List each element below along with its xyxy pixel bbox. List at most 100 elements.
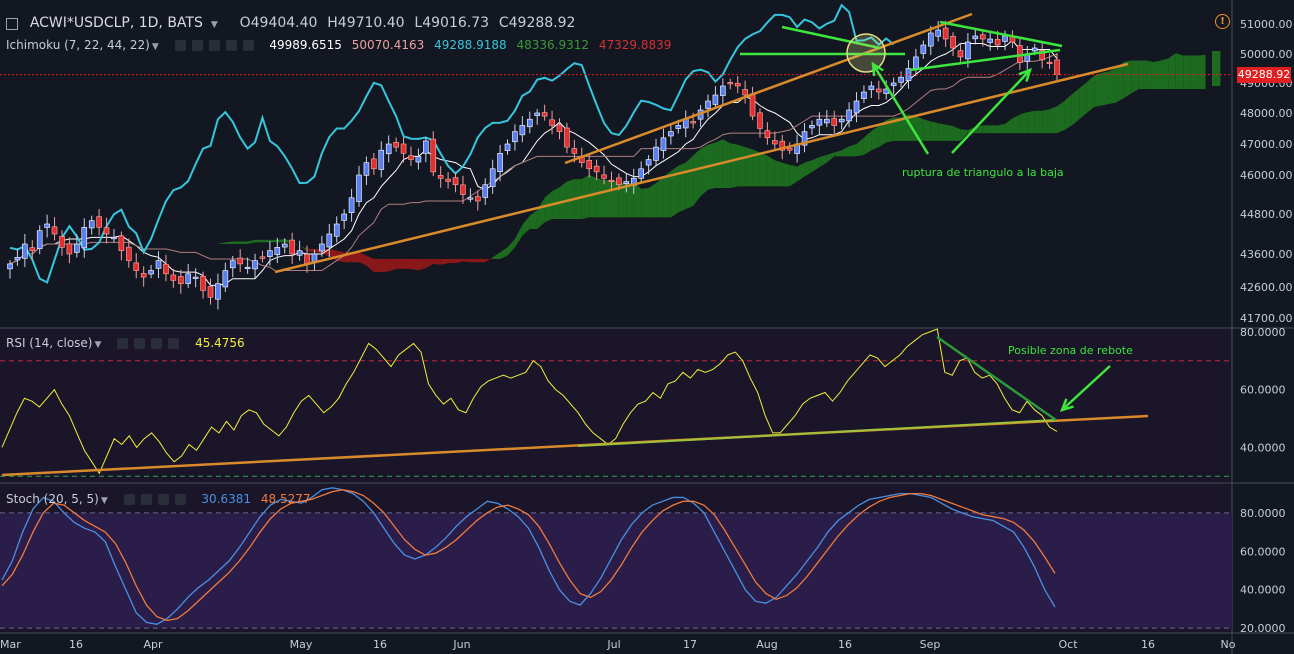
cloud-bull-segment — [997, 123, 1006, 134]
rsi-pane-bg — [0, 329, 1232, 482]
rsi-line — [1, 328, 1058, 475]
close-icon[interactable] — [168, 338, 180, 349]
stoch-label[interactable]: Stoch (20, 5, 5) — [6, 492, 99, 506]
x-tick-label: 17 — [683, 638, 697, 651]
candle-body — [51, 226, 58, 235]
cloud-bull-segment — [1064, 94, 1072, 131]
candle-body — [757, 112, 763, 129]
alert-icon[interactable]: ! — [1215, 14, 1230, 29]
candle-body — [229, 260, 236, 269]
x-tick-label: Jun — [452, 638, 470, 651]
indicator-buttons — [123, 492, 192, 506]
cloud-bull-segment — [255, 239, 263, 243]
cloud-bull-segment — [656, 176, 664, 218]
candle-body — [244, 266, 251, 270]
candle-body — [452, 177, 459, 186]
rsi-tick-label: 80.0000 — [1240, 326, 1286, 339]
candle-body — [1054, 59, 1060, 75]
cloud-bull-segment — [1079, 82, 1087, 120]
candle-body — [519, 125, 526, 136]
candle-body — [512, 131, 518, 143]
candle-body — [824, 118, 830, 124]
cloud-bull-segment — [1183, 55, 1191, 89]
cloud-bull-segment — [1057, 101, 1065, 134]
cloud-bear-segment — [403, 258, 411, 269]
cloud-bear-segment — [425, 258, 434, 269]
cloud-bear-segment — [485, 257, 493, 263]
symbol-label[interactable]: ACWI*USDCLP, 1D, BATS — [29, 15, 203, 31]
visibility-icon[interactable] — [174, 40, 186, 51]
candle-body — [430, 138, 437, 173]
candle-body — [668, 131, 674, 137]
candle-body — [66, 243, 73, 255]
cloud-bull-segment — [292, 241, 300, 246]
candle-body — [7, 263, 13, 270]
low-value: L49016.73 — [414, 15, 490, 31]
candle-body — [155, 260, 162, 269]
source-icon[interactable] — [208, 40, 220, 51]
candle-body — [935, 29, 941, 37]
chevron-down-icon[interactable]: ▼ — [100, 496, 108, 506]
candle-body — [950, 35, 956, 49]
candle-body — [1046, 61, 1053, 65]
ichimoku-label[interactable]: Ichimoku (7, 22, 44, 22) — [6, 38, 150, 52]
candle-body — [571, 148, 578, 154]
x-tick-label: 16 — [69, 638, 83, 651]
cloud-bull-segment — [633, 182, 642, 218]
cloud-bear-segment — [433, 258, 441, 265]
candle-body — [482, 184, 489, 198]
cloud-bull-segment — [1108, 67, 1117, 104]
candle-body — [942, 27, 949, 40]
cloud-bull-segment — [863, 130, 872, 155]
candle-body — [593, 165, 600, 173]
candle-body — [786, 147, 793, 151]
settings-icon[interactable] — [191, 40, 203, 51]
candle-body — [363, 162, 370, 176]
visibility-icon[interactable] — [123, 494, 135, 505]
cloud-bull-segment — [1049, 106, 1057, 134]
cloud-bull-segment — [893, 117, 902, 141]
cloud-bull-segment — [841, 146, 850, 157]
close-icon[interactable] — [174, 494, 186, 505]
candle-body — [987, 38, 993, 43]
arrow-annotation — [951, 69, 1031, 154]
chevron-down-icon[interactable]: ▼ — [151, 42, 159, 52]
cloud-bull-segment — [1071, 88, 1080, 126]
cloud-bull-segment — [782, 162, 790, 187]
rsi-label[interactable]: RSI (14, close) — [6, 336, 93, 350]
candle-body — [96, 216, 102, 228]
settings-icon[interactable] — [134, 338, 146, 349]
chevron-down-icon[interactable]: ▼ — [94, 340, 102, 350]
rsi-tick-label: 60.0000 — [1240, 384, 1286, 397]
cloud-bull-segment — [722, 139, 731, 188]
cloud-bull-segment — [945, 124, 954, 141]
cloud-bull-segment — [269, 239, 278, 243]
y-tick-label: 48000.00 — [1240, 107, 1293, 120]
visibility-icon[interactable] — [117, 338, 129, 349]
add-icon[interactable] — [151, 338, 163, 349]
candle-body — [118, 235, 125, 251]
candle-body — [289, 239, 295, 255]
cloud-bull-segment — [871, 126, 879, 151]
candle-body — [957, 50, 964, 58]
candle-body — [326, 233, 333, 248]
candle-body — [29, 247, 36, 251]
candle-body — [556, 124, 563, 132]
cloud-bull-segment — [232, 241, 241, 244]
cloud-bull-segment — [886, 117, 894, 143]
settings-icon[interactable] — [140, 494, 152, 505]
close-icon[interactable] — [242, 40, 254, 51]
add-icon[interactable] — [225, 40, 237, 51]
collapse-icon[interactable] — [6, 17, 18, 30]
candle-body — [653, 146, 659, 161]
add-icon[interactable] — [157, 494, 169, 505]
candle-body — [831, 118, 838, 126]
x-tick-label: 16 — [838, 638, 852, 651]
cloud-bull-segment — [262, 239, 270, 243]
chevron-down-icon[interactable]: ▼ — [210, 20, 218, 30]
triangle-upper-line-2 — [939, 20, 1063, 48]
candle-body — [415, 156, 422, 163]
candle-body — [972, 35, 979, 40]
